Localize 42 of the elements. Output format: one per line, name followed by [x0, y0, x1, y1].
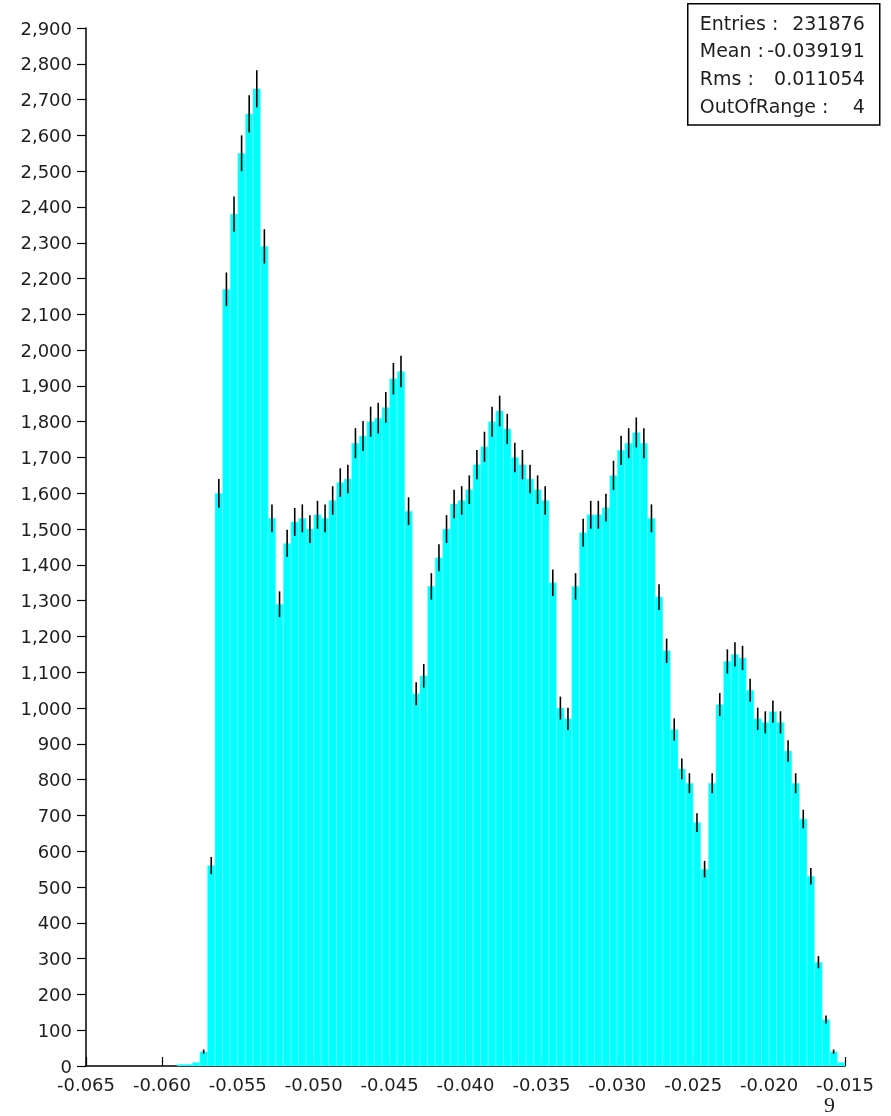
y-tick-label: 400	[37, 912, 72, 934]
y-tick-label: 900	[37, 733, 72, 755]
text: OutOfRange : 4	[699, 95, 865, 118]
annotation: Entries : 231876	[699, 11, 865, 34]
y-tick-label: 1,900	[20, 375, 72, 397]
x-tick-label: -0.040	[436, 1073, 495, 1095]
y-tick-label: 2,600	[20, 124, 72, 146]
y-tick-label: 2,300	[20, 232, 72, 254]
y-tick-label: 700	[37, 804, 72, 826]
y-tick-label: 100	[37, 1019, 72, 1041]
y-tick-label: 2,900	[20, 17, 72, 39]
x-tick-label: -0.035	[512, 1073, 571, 1095]
y-tick-label: 300	[37, 948, 72, 970]
y-tick-label: 2,400	[20, 196, 72, 218]
y-tick-label: 1,300	[20, 590, 72, 612]
y-tick-label: 1,800	[20, 411, 72, 433]
y-tick-label: 200	[37, 983, 72, 1005]
annotation: Rms : 0.011054	[699, 67, 865, 90]
x-tick-label: -0.055	[208, 1073, 267, 1095]
y-tick-label: 2,700	[20, 89, 72, 111]
y-tick-label: 2,800	[20, 53, 72, 75]
x-tick-label: -0.050	[284, 1073, 343, 1095]
y-tick-label: 2,200	[20, 268, 72, 290]
x-tick-label: -0.020	[740, 1073, 799, 1095]
x-tick-label: -0.060	[132, 1073, 191, 1095]
x-tick-label: -0.030	[588, 1073, 647, 1095]
annotation: Mean : -0.039191	[699, 39, 865, 62]
y-tick-label: 600	[37, 840, 72, 862]
y-tick-label: 1,700	[20, 447, 72, 469]
y-tick-label: 1,600	[20, 482, 72, 504]
x-tick-label: -0.025	[664, 1073, 723, 1095]
y-tick-label: 1,500	[20, 518, 72, 540]
y-tick-label: 800	[37, 769, 72, 791]
y-tick-label: 1,400	[20, 554, 72, 576]
y-tick-label: 2,500	[20, 160, 72, 182]
y-tick-label: 1,100	[20, 661, 72, 683]
y-tick-label: 500	[37, 876, 72, 898]
x-tick-label: -0.045	[360, 1073, 419, 1095]
y-tick-label: 1,000	[20, 697, 72, 719]
y-tick-label: 1,200	[20, 625, 72, 647]
y-tick-label: 2,100	[20, 303, 72, 325]
y-tick-label: 2,000	[20, 339, 72, 361]
